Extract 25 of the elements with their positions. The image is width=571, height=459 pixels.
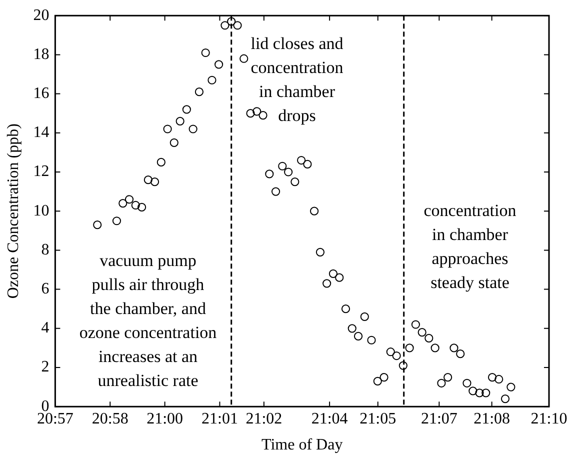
x-axis-title: Time of Day: [262, 436, 343, 454]
y-tick-label: 8: [41, 241, 50, 258]
x-tick-label: 21:08: [474, 410, 510, 428]
x-tick-label: 21:07: [420, 410, 458, 428]
x-tick-label: 20:58: [92, 410, 128, 428]
y-tick-label: 16: [33, 85, 50, 102]
annotation: lid closes and concentration in chamber drops: [250, 33, 344, 127]
y-axis-title: Ozone Concentration (ppb): [4, 124, 22, 299]
x-tick-label: 20:57: [36, 410, 74, 428]
annotation: concentration in chamber approaches steady state: [422, 200, 518, 294]
x-tick-label: 21:04: [311, 410, 348, 428]
y-tick-label: 12: [33, 163, 50, 180]
y-tick-label: 6: [41, 280, 50, 298]
x-tick-label: 21:00: [146, 410, 184, 428]
y-tick-label: 4: [41, 320, 50, 337]
x-tick-label: 21:05: [360, 410, 396, 428]
x-tick-label: 21:02: [246, 410, 282, 428]
x-tick-label: 21:01: [201, 410, 238, 428]
y-tick-label: 18: [33, 46, 50, 63]
y-tick-label: 14: [33, 124, 50, 142]
y-tick-label: 20: [33, 6, 50, 24]
y-tick-label: 2: [41, 358, 50, 376]
x-tick-label: 21:10: [530, 410, 568, 428]
annotation: vacuum pump pulls air through the chamber, and ozone concentration increases at an unrealistic rate: [78, 250, 218, 392]
y-tick-label: 10: [33, 202, 50, 220]
